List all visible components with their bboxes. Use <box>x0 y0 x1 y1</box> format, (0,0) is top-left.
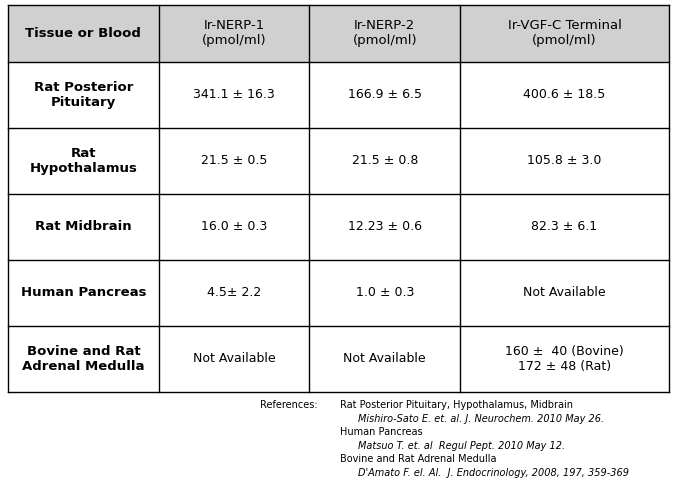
Text: References:: References: <box>261 400 318 410</box>
Bar <box>8 5 669 62</box>
Text: Mishiro-Sato E. et. al. J. Neurochem. 2010 May 26.: Mishiro-Sato E. et. al. J. Neurochem. 20… <box>358 414 604 423</box>
Text: 21.5 ± 0.8: 21.5 ± 0.8 <box>351 154 418 168</box>
Text: 16.0 ± 0.3: 16.0 ± 0.3 <box>201 220 267 234</box>
Text: 4.5± 2.2: 4.5± 2.2 <box>207 287 261 299</box>
Text: Bovine and Rat Adrenal Medulla: Bovine and Rat Adrenal Medulla <box>340 454 496 464</box>
Text: Rat Posterior Pituitary, Hypothalamus, Midbrain: Rat Posterior Pituitary, Hypothalamus, M… <box>340 400 573 410</box>
Text: Human Pancreas: Human Pancreas <box>340 427 422 437</box>
Text: 21.5 ± 0.5: 21.5 ± 0.5 <box>201 154 267 168</box>
Text: 166.9 ± 6.5: 166.9 ± 6.5 <box>348 89 422 101</box>
Text: Ir-NERP-1
(pmol/ml): Ir-NERP-1 (pmol/ml) <box>202 20 266 48</box>
Text: Rat Posterior
Pituitary: Rat Posterior Pituitary <box>34 81 133 109</box>
Text: 1.0 ± 0.3: 1.0 ± 0.3 <box>355 287 414 299</box>
Text: Human Pancreas: Human Pancreas <box>20 287 146 299</box>
Text: Rat Midbrain: Rat Midbrain <box>35 220 131 234</box>
Text: 12.23 ± 0.6: 12.23 ± 0.6 <box>348 220 422 234</box>
Text: Not Available: Not Available <box>523 287 606 299</box>
Text: Bovine and Rat
Adrenal Medulla: Bovine and Rat Adrenal Medulla <box>22 345 145 373</box>
Text: 105.8 ± 3.0: 105.8 ± 3.0 <box>527 154 602 168</box>
Text: Not Available: Not Available <box>343 352 426 366</box>
Text: Tissue or Blood: Tissue or Blood <box>26 27 141 40</box>
Text: Matsuo T. et. al  Regul Pept. 2010 May 12.: Matsuo T. et. al Regul Pept. 2010 May 12… <box>358 441 565 450</box>
Text: 400.6 ± 18.5: 400.6 ± 18.5 <box>523 89 606 101</box>
Text: D'Amato F. el. Al.  J. Endocrinology, 2008, 197, 359-369: D'Amato F. el. Al. J. Endocrinology, 200… <box>358 467 629 477</box>
Text: Rat
Hypothalamus: Rat Hypothalamus <box>29 147 137 175</box>
Text: Not Available: Not Available <box>193 352 276 366</box>
Text: 341.1 ± 16.3: 341.1 ± 16.3 <box>193 89 275 101</box>
Text: 160 ±  40 (Bovine)
172 ± 48 (Rat): 160 ± 40 (Bovine) 172 ± 48 (Rat) <box>505 345 624 373</box>
Text: 82.3 ± 6.1: 82.3 ± 6.1 <box>531 220 598 234</box>
Text: Ir-NERP-2
(pmol/ml): Ir-NERP-2 (pmol/ml) <box>353 20 417 48</box>
Text: Ir-VGF-C Terminal
(pmol/ml): Ir-VGF-C Terminal (pmol/ml) <box>508 20 621 48</box>
